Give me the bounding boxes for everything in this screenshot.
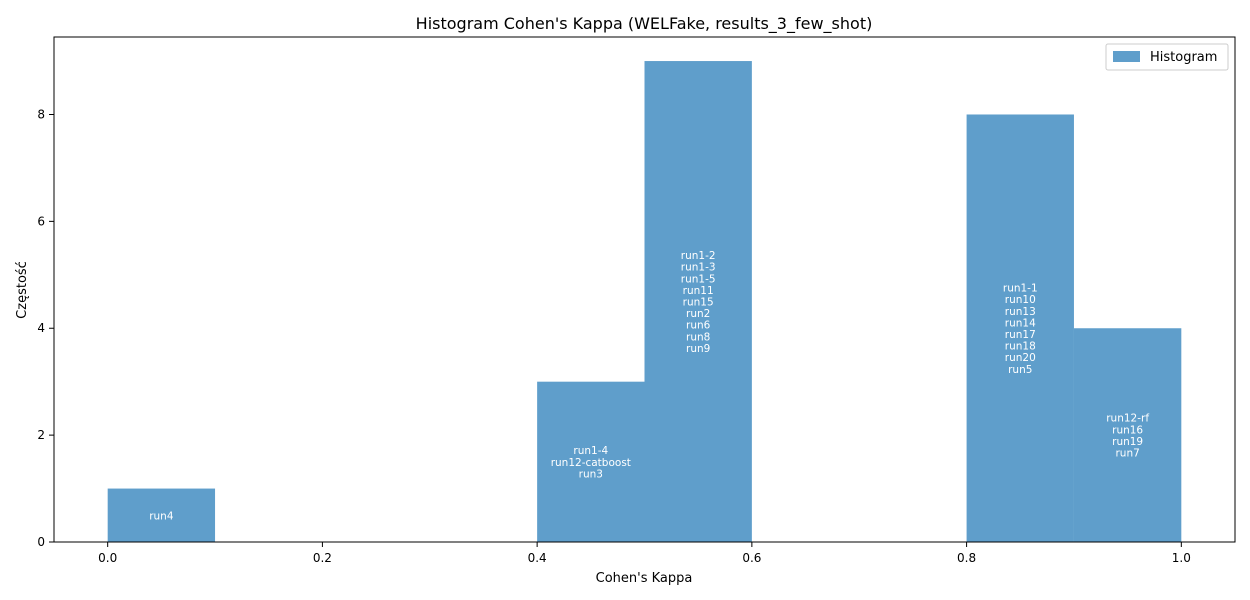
bar-run-label: run13: [1005, 306, 1036, 318]
x-tick-label: 0.6: [742, 551, 761, 565]
bar-run-label: run18: [1005, 341, 1036, 353]
x-tick-label: 0.2: [313, 551, 332, 565]
histogram-bar: [644, 61, 752, 543]
bar-run-label: run17: [1005, 329, 1036, 341]
x-tick-label: 0.8: [957, 551, 976, 565]
bar-run-label: run10: [1005, 294, 1036, 306]
y-tick-label: 8: [37, 107, 45, 121]
bars-layer: [107, 61, 1182, 543]
y-tick-label: 6: [37, 214, 45, 228]
bar-run-label: run15: [683, 297, 714, 309]
y-tick-label: 0: [37, 535, 45, 549]
bar-run-label: run1-5: [681, 273, 716, 285]
x-tick-label: 0.4: [528, 551, 547, 565]
histogram-bar: [966, 114, 1074, 543]
chart-title: Histogram Cohen's Kappa (WELFake, result…: [416, 14, 873, 34]
bar-run-label: run6: [686, 320, 711, 332]
bar-run-label: run9: [686, 343, 710, 355]
bar-run-label: run5: [1008, 364, 1032, 376]
bar-run-label: run19: [1112, 436, 1143, 448]
bar-run-label: run8: [686, 331, 710, 343]
bar-run-label: run2: [686, 308, 710, 320]
x-tick-label: 0.0: [98, 551, 117, 565]
bar-run-label: run4: [149, 510, 174, 522]
histogram-bar: [537, 381, 645, 542]
y-axis-ticks: 0 2 4 6 8: [37, 107, 54, 549]
histogram-bar: [1073, 328, 1182, 542]
y-tick-label: 2: [37, 428, 45, 442]
bar-run-label: run12-rf: [1106, 413, 1149, 425]
axes-frame: [53, 36, 1236, 543]
y-axis-label: Częstość: [15, 261, 30, 319]
bar-run-label: run1-1: [1003, 283, 1038, 295]
bar-run-label: run7: [1115, 448, 1139, 460]
bar-run-label: run3: [579, 468, 603, 480]
x-axis-label: Cohen's Kappa: [596, 571, 693, 586]
legend: Histogram: [1105, 43, 1229, 71]
legend-swatch: [1113, 51, 1140, 62]
bar-run-label: run1-2: [681, 250, 716, 262]
histogram-bar: [107, 488, 216, 542]
bar-run-label: run20: [1005, 352, 1036, 364]
bar-run-label: run14: [1005, 317, 1036, 329]
legend-box: [1105, 43, 1229, 71]
y-tick-label: 4: [37, 321, 45, 335]
bar-run-label: run12-catboost: [551, 457, 631, 469]
bar-run-label: run1-4: [573, 445, 608, 457]
bar-run-label: run11: [683, 285, 714, 297]
bar-run-label: run1-3: [681, 262, 716, 274]
legend-entry-label: Histogram: [1150, 50, 1217, 65]
x-tick-label: 1.0: [1172, 551, 1191, 565]
x-axis-ticks: 0.0 0.2 0.4 0.6 0.8 1.0: [98, 542, 1191, 565]
bar-run-label: run16: [1112, 424, 1143, 436]
